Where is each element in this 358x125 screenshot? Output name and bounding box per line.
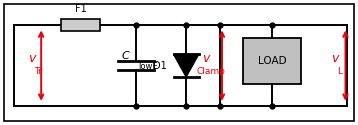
Text: lowE: lowE: [138, 62, 158, 71]
Text: LOAD: LOAD: [258, 56, 286, 66]
Bar: [61, 19, 100, 31]
Text: D1: D1: [153, 61, 166, 71]
Text: L: L: [338, 67, 343, 76]
Bar: [243, 38, 301, 84]
Text: v: v: [202, 52, 209, 65]
Text: Clamp: Clamp: [197, 67, 226, 76]
Text: C: C: [121, 51, 129, 61]
Text: F1: F1: [75, 4, 86, 14]
Polygon shape: [174, 54, 199, 77]
Text: v: v: [331, 52, 338, 65]
Text: v: v: [29, 52, 36, 65]
Text: Tr: Tr: [34, 67, 42, 76]
